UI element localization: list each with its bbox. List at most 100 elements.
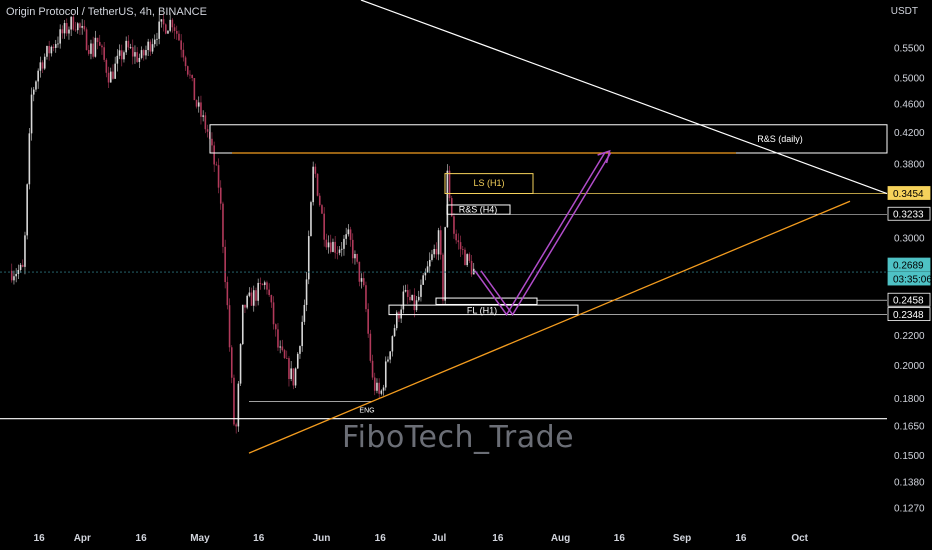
- price-tick-label: 0.4200: [894, 128, 925, 139]
- candle-body: [281, 346, 284, 351]
- candle-body: [270, 294, 273, 303]
- candle-body: [156, 38, 158, 40]
- candle-body: [28, 133, 31, 185]
- candle-body: [43, 56, 46, 69]
- eng-label: ENG: [359, 407, 374, 414]
- candle-body: [169, 19, 171, 31]
- candle-body: [83, 26, 86, 30]
- time-tick-label: 16: [34, 533, 46, 544]
- candle-body: [305, 279, 308, 305]
- time-tick-label: Jul: [432, 533, 447, 544]
- time-axis: 16 Apr 16 May 16 Jun 16 Jul 16 Aug 16 Sep 16 Oct: [34, 533, 809, 544]
- candle-body: [279, 346, 281, 348]
- candle-body: [87, 49, 90, 54]
- price-tick-label: 0.1270: [894, 503, 925, 514]
- candle-body: [303, 304, 306, 322]
- price-tick-label: 0.1500: [894, 451, 925, 462]
- candle-body: [437, 230, 440, 255]
- candle-body: [464, 249, 466, 266]
- price-tick-label: 0.3800: [894, 160, 925, 171]
- candle-body: [116, 55, 119, 64]
- candle-body: [387, 359, 389, 362]
- candle-body: [206, 129, 209, 132]
- candle-body: [402, 291, 405, 310]
- candle-body: [63, 23, 66, 34]
- candle-body: [35, 81, 37, 90]
- candle-body: [237, 383, 240, 427]
- candle-body: [215, 164, 218, 166]
- price-tick-label: 0.2000: [894, 361, 925, 372]
- candle-body: [235, 424, 237, 427]
- candle-body: [325, 239, 328, 248]
- candle-body: [349, 229, 352, 240]
- candle-body: [224, 246, 226, 283]
- candle-body: [239, 344, 242, 384]
- candle-body: [277, 329, 279, 348]
- time-tick-label: 16: [136, 533, 148, 544]
- price-tick-label: 0.1650: [894, 421, 925, 432]
- rs-h4-label: R&S (H4): [459, 205, 498, 215]
- rs-h4-box: [446, 204, 511, 215]
- candle-body: [178, 33, 180, 41]
- candle-body: [17, 269, 20, 274]
- projection-arrowhead: [597, 149, 611, 164]
- candle-body: [182, 49, 185, 58]
- candle-body: [105, 59, 108, 73]
- time-tick-label: 16: [614, 533, 626, 544]
- candle-body: [457, 240, 460, 243]
- candle-body: [439, 230, 442, 255]
- candle-body: [195, 100, 198, 107]
- price-tick-label: 0.3000: [894, 234, 925, 245]
- descending-trendline: [360, 0, 888, 195]
- candle-body: [450, 198, 453, 217]
- candle-body: [131, 47, 134, 57]
- candle-body: [411, 294, 413, 301]
- candle-body: [400, 309, 402, 319]
- candle-body: [222, 203, 224, 247]
- candle-body: [125, 40, 127, 53]
- candle-body: [250, 292, 253, 306]
- candle-body: [435, 248, 438, 255]
- candle-body: [184, 57, 187, 67]
- candle-body: [446, 170, 449, 228]
- candle-body: [37, 70, 39, 82]
- candle-body: [455, 233, 457, 241]
- candle-body: [420, 284, 422, 297]
- time-tick-label: Apr: [74, 533, 91, 544]
- candle-body: [261, 283, 264, 285]
- candle-body: [470, 260, 473, 275]
- candle-body: [213, 145, 215, 165]
- candle-body: [191, 75, 193, 79]
- candle-body: [334, 241, 336, 253]
- candle-body: [167, 30, 169, 34]
- price-label: 03:35:06: [893, 275, 932, 286]
- candle-body: [217, 165, 220, 188]
- candle-body: [70, 16, 72, 30]
- candle-body: [15, 273, 17, 277]
- candle-body: [274, 324, 277, 330]
- candle-body: [395, 312, 398, 329]
- candle-body: [171, 19, 174, 28]
- price-tick-label: 0.4600: [894, 100, 925, 111]
- price-tick-label: 0.2200: [894, 331, 925, 342]
- candle-body: [140, 50, 143, 58]
- time-tick-label: Aug: [551, 533, 570, 544]
- candle-body: [142, 50, 145, 56]
- candle-body: [327, 242, 330, 248]
- candle-body: [109, 71, 112, 83]
- price-label: 0.2689: [893, 261, 924, 272]
- candle-body: [136, 52, 138, 62]
- time-tick-label: Oct: [791, 533, 808, 544]
- candle-body: [433, 248, 435, 255]
- candle-body: [10, 270, 13, 281]
- fl-h1-label: FL (H1): [467, 305, 497, 315]
- price-label: 0.2348: [893, 310, 924, 321]
- candle-body: [367, 309, 369, 334]
- candle-body: [426, 266, 429, 273]
- candle-body: [30, 94, 33, 134]
- candle-body: [406, 290, 409, 297]
- candle-body: [345, 234, 347, 239]
- candle-body: [164, 24, 167, 34]
- candle-body: [241, 304, 244, 345]
